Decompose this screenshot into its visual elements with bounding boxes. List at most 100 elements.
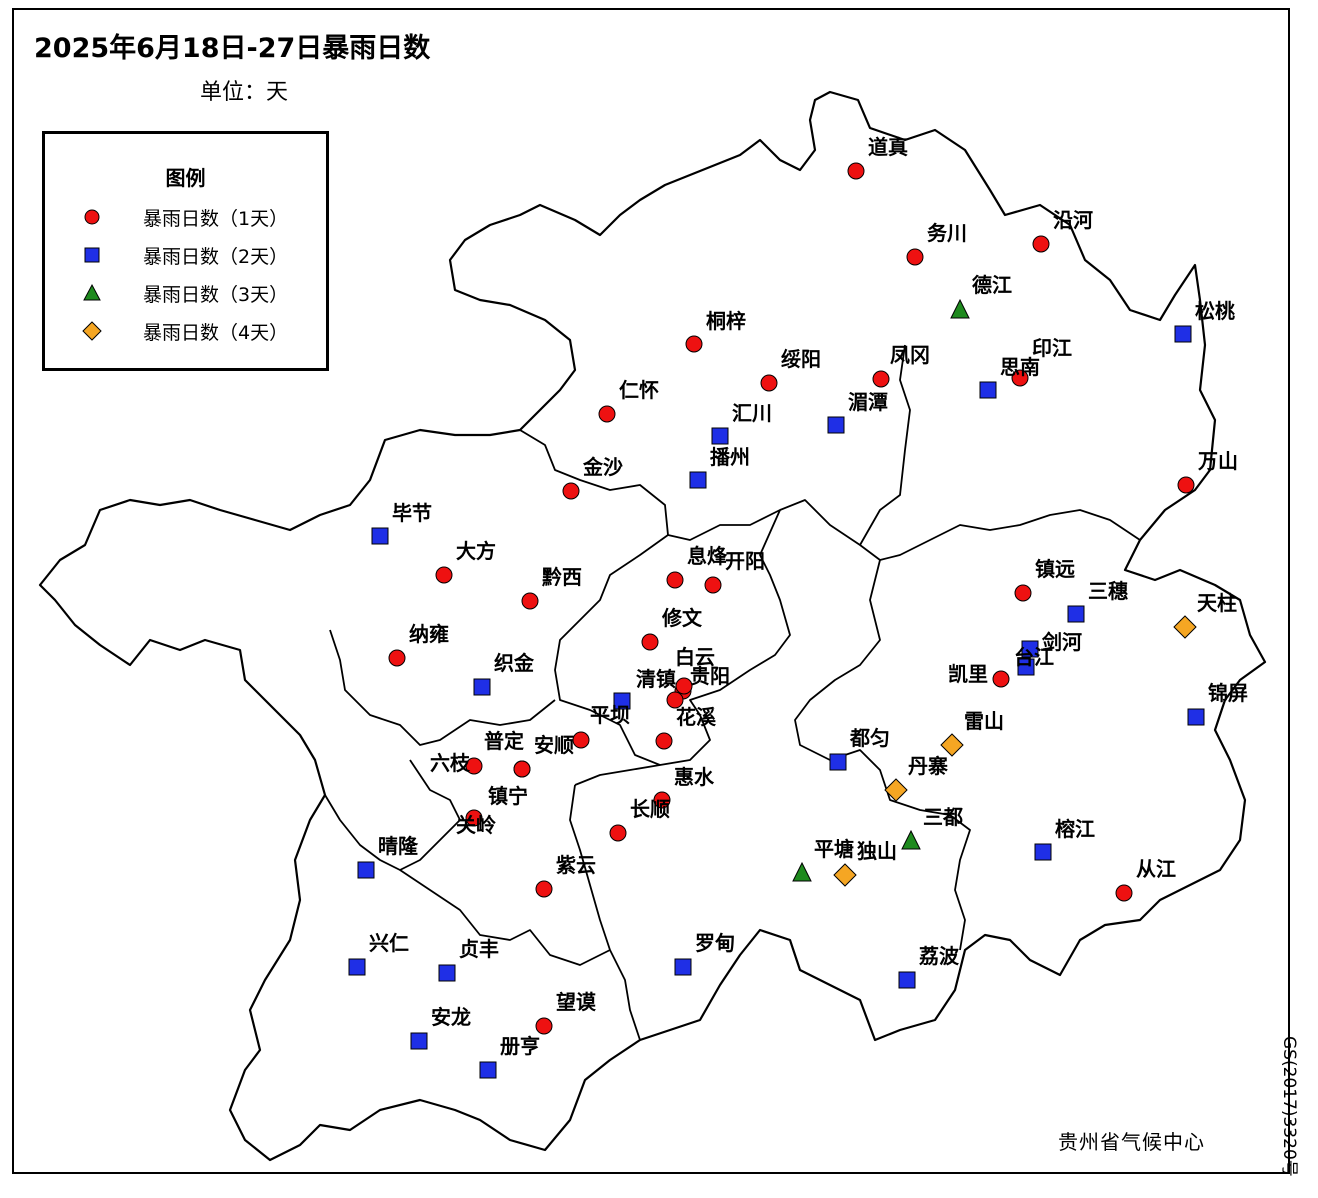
station-label: 丹寨	[908, 754, 948, 778]
station-55: 罗甸	[674, 931, 735, 976]
station-marker-circle	[598, 405, 616, 423]
station-label: 贵阳	[690, 664, 730, 688]
station-45: 长顺	[609, 797, 670, 842]
station-label: 印江	[1032, 336, 1072, 360]
station-marker-circle	[666, 571, 684, 589]
station-4: 松桃	[1174, 299, 1235, 343]
station-34: 平坝	[590, 692, 631, 727]
station-13: 播州	[689, 445, 750, 489]
station-marker-square	[479, 1061, 497, 1079]
station-marker-circle	[1177, 476, 1195, 494]
station-label: 紫云	[556, 853, 596, 877]
province-boundary	[38, 90, 1267, 1162]
station-marker-circle	[388, 649, 406, 667]
station-label: 锦屏	[1208, 681, 1248, 705]
legend-item-2day: 暴雨日数（2天）	[81, 240, 288, 270]
station-label: 台江	[1014, 645, 1054, 669]
legend: 图例 暴雨日数（1天） 暴雨日数（2天） 暴雨日数（3天） 暴雨日数（4天）	[42, 131, 329, 371]
orange-diamond-icon	[82, 321, 102, 341]
station-marker-circle	[513, 760, 531, 778]
station-25: 纳雍	[388, 622, 449, 667]
station-label: 安龙	[431, 1005, 471, 1029]
station-marker-square	[829, 753, 847, 771]
station-31: 贵阳	[675, 664, 730, 695]
station-marker-diamond	[884, 778, 908, 802]
map-title: 2025年6月18日-27日暴雨日数	[34, 33, 431, 64]
station-label: 三都	[923, 805, 963, 829]
station-0: 道真	[847, 135, 908, 180]
station-label: 金沙	[582, 455, 623, 479]
station-marker-circle	[609, 824, 627, 842]
station-marker-square	[711, 427, 729, 445]
station-marker-circle	[685, 335, 703, 353]
map-approval-code: GS(2017)3320号	[1279, 1036, 1299, 1177]
station-marker-circle	[1014, 584, 1032, 602]
station-20: 开阳	[704, 549, 765, 594]
station-label: 普定	[484, 729, 524, 753]
station-33: 锦屏	[1187, 681, 1248, 726]
station-marker-square	[1174, 325, 1192, 343]
station-label: 白云	[675, 645, 715, 669]
station-marker-triangle	[950, 298, 970, 319]
station-23: 天柱	[1173, 591, 1237, 639]
station-marker-circle	[655, 732, 673, 750]
station-marker-square	[473, 678, 491, 696]
legend-title: 图例	[165, 166, 206, 190]
station-marker-square	[371, 527, 389, 545]
unit-label: 单位：天	[200, 80, 289, 105]
station-36: 雷山	[940, 709, 1004, 757]
station-29: 台江	[1014, 645, 1054, 676]
green-triangle-icon	[83, 283, 101, 301]
station-label: 绥阳	[781, 347, 821, 371]
station-marker-square	[979, 381, 997, 399]
station-marker-circle	[1115, 884, 1133, 902]
station-marker-circle	[1011, 369, 1029, 387]
station-label: 镇远	[1035, 557, 1075, 581]
station-51: 紫云	[535, 853, 596, 898]
station-label: 凤冈	[890, 343, 930, 367]
station-marker-square	[827, 416, 845, 434]
station-label: 开阳	[725, 549, 765, 573]
station-label: 长顺	[630, 797, 670, 821]
station-label: 汇川	[732, 401, 772, 425]
legend-label: 暴雨日数（4天）	[143, 321, 289, 344]
station-59: 册亨	[479, 1034, 540, 1079]
station-11: 汇川	[711, 401, 772, 445]
station-39: 都匀	[829, 726, 890, 771]
station-marker-square	[1034, 843, 1052, 861]
station-49: 平塘	[792, 837, 854, 882]
station-19: 息烽	[666, 544, 728, 589]
prefecture-boundaries	[324, 344, 1141, 1041]
station-12: 湄潭	[827, 390, 888, 434]
station-marker-circle	[847, 162, 865, 180]
station-label: 仁怀	[619, 378, 659, 402]
station-marker-triangle	[792, 861, 812, 882]
station-label: 惠水	[674, 765, 715, 789]
legend-label: 暴雨日数（2天）	[143, 245, 289, 268]
station-label: 播州	[710, 445, 750, 469]
station-28: 织金	[473, 651, 535, 696]
station-marker-circle	[666, 691, 684, 709]
station-2: 沿河	[1032, 208, 1093, 253]
station-43: 惠水	[653, 765, 715, 809]
station-marker-square	[348, 958, 366, 976]
station-16: 毕节	[371, 501, 432, 545]
station-46: 关岭	[456, 809, 496, 837]
station-marker-triangle	[901, 829, 921, 850]
station-label: 黔西	[542, 565, 582, 589]
red-circle-icon	[84, 209, 100, 225]
station-1: 务川	[906, 221, 967, 266]
station-7: 凤冈	[872, 343, 930, 388]
station-label: 荔波	[919, 944, 960, 968]
station-label: 天柱	[1197, 591, 1237, 615]
station-58: 安龙	[410, 1005, 471, 1050]
station-52: 从江	[1115, 857, 1176, 902]
station-marker-square	[410, 1032, 428, 1050]
station-3: 德江	[950, 273, 1012, 319]
station-marker-square	[1017, 658, 1035, 676]
legend-item-1day: 暴雨日数（1天）	[81, 202, 288, 232]
station-24: 修文	[641, 606, 703, 651]
station-label: 册亨	[500, 1034, 540, 1058]
